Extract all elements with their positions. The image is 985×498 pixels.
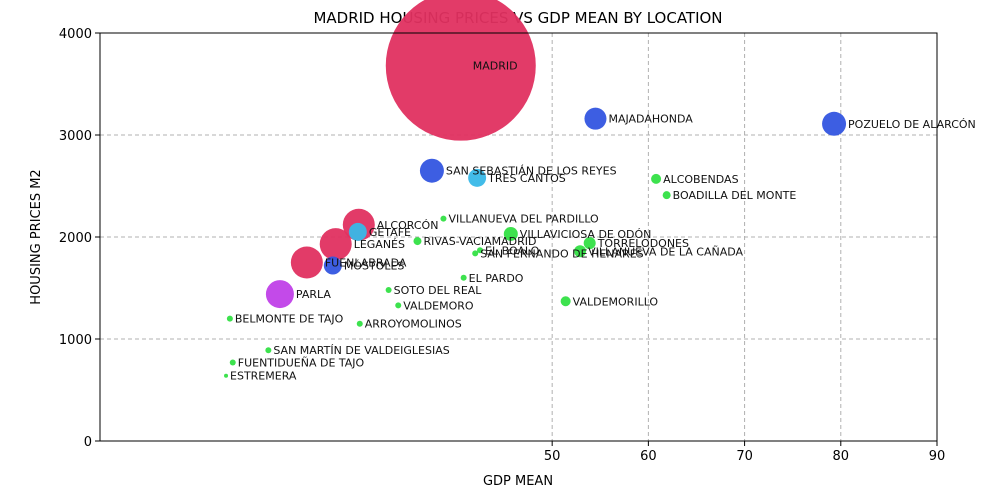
x-tick-label: 60 [640,449,657,464]
point-label: ESTREMERA [230,370,297,383]
point-label: RIVAS-VACIAMADRID [423,235,536,248]
point-label: FUENLABRADA [325,257,407,270]
y-axis-label: HOUSING PRICES M2 [29,169,44,304]
point-label: FUENTIDUEÑA DE TAJO [238,356,365,369]
data-point [468,168,487,187]
data-point [413,237,422,246]
data-point [651,173,662,184]
x-axis-label: GDP MEAN [483,474,553,489]
data-point [265,347,272,354]
point-label: MADRID [473,60,518,73]
data-point [348,222,367,241]
point-label: POZUELO DE ALARCÓN [848,118,976,131]
point-label: MAJADAHONDA [608,113,693,126]
point-label: SAN MARTÍN DE VALDEIGLESIAS [273,344,449,357]
data-point [419,158,444,183]
x-tick-label: 50 [544,449,561,464]
data-point [356,320,363,327]
point-label: EL PARDO [469,272,524,285]
y-tick-label: 0 [84,435,92,450]
y-tick-label: 1000 [59,333,92,348]
data-point [385,0,536,141]
data-point [460,274,467,281]
data-point [395,302,402,309]
point-label: VALDEMORILLO [573,295,659,308]
y-tick-label: 3000 [59,129,92,144]
point-labels: MADRID MAJADAHONDA POZUELO DE ALARCÓN SAN S… [230,60,976,383]
point-label: VALDEMORO [403,299,474,312]
point-label: MÓSTOLES [344,260,405,273]
data-point [265,280,294,309]
gridlines [100,33,937,441]
data-point [662,191,671,200]
data-point [290,246,323,279]
data-point [319,228,352,261]
point-label: TRES CANTOS [487,172,566,185]
point-label: ALCOBENDAS [663,173,739,186]
data-point [822,111,847,136]
data-point [229,359,236,366]
data-points [224,0,847,378]
point-label: VILLAVICIOSA DE ODÓN [520,228,652,241]
y-tick-label: 2000 [59,231,92,246]
data-point [477,247,484,254]
data-point [440,215,447,222]
x-tick-label: 90 [929,449,946,464]
data-point [385,287,392,294]
point-label: LEGANÉS [354,238,405,251]
data-point [503,226,518,241]
axis-ticks: 50 60 70 80 90 0 1000 2000 3000 4000 [59,27,945,464]
data-point [560,296,571,307]
point-label: SAN FERNANDO DE HENARES [480,247,643,260]
point-label: VILLANUEVA DE LA CAÑADA [588,245,743,258]
point-label: PARLA [296,288,331,301]
point-label: ALCORCÓN [377,219,439,232]
x-tick-label: 80 [833,449,850,464]
data-point [323,256,342,275]
y-tick-label: 4000 [59,27,92,42]
data-point [224,373,229,378]
point-label: VILLANUEVA DEL PARDILLO [448,213,599,226]
data-point [226,315,233,322]
point-label: GETAFE [369,226,411,239]
point-label: BELMONTE DE TAJO [235,313,344,326]
x-tick-label: 70 [736,449,753,464]
data-point [584,107,607,130]
data-point [472,250,479,257]
point-label: SOTO DEL REAL [394,284,483,297]
point-label: BOADILLA DEL MONTE [673,189,797,202]
point-label: EL BOALO [485,244,540,257]
point-label: TORRELODONES [597,237,689,250]
data-point [583,237,596,250]
point-label: SAN SEBASTIÁN DE LOS REYES [446,165,617,178]
point-label: ARROYOMOLINOS [365,318,462,331]
data-point [574,245,587,258]
